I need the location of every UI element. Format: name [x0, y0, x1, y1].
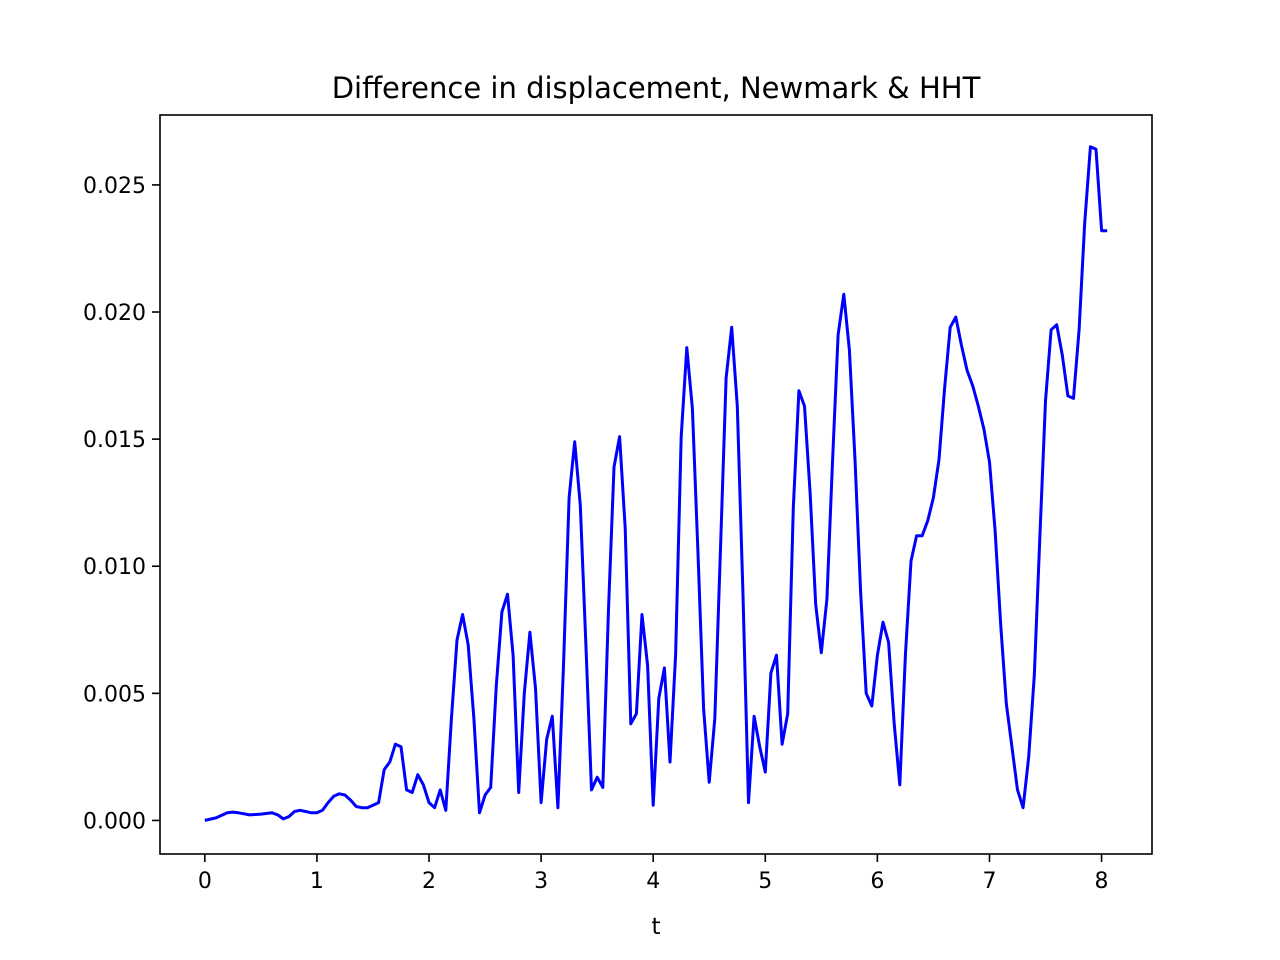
y-tick-label: 0.000: [83, 809, 146, 834]
x-tick-label: 8: [1095, 869, 1109, 894]
x-tick-label: 3: [534, 869, 548, 894]
plot-area-frame: [159, 114, 1153, 855]
y-tick-label: 0.005: [83, 682, 146, 707]
x-tick-label: 1: [310, 869, 324, 894]
x-tick-label: 0: [198, 869, 212, 894]
series-line: [204, 145, 1108, 822]
x-tick-label: 4: [646, 869, 660, 894]
x-tick-label: 6: [870, 869, 884, 894]
y-axis-ticks: 0.000 0.005 0.010 0.015 0.020 0.025: [83, 174, 160, 834]
x-tick-label: 7: [982, 869, 996, 894]
chart-title: Difference in displacement, Newmark & HH…: [332, 71, 981, 105]
series-group: [204, 145, 1108, 822]
x-axis-ticks: 0 1 2 3 4 5 6 7 8: [198, 854, 1109, 894]
y-tick-label: 0.025: [83, 174, 146, 199]
y-tick-label: 0.010: [83, 555, 146, 580]
x-tick-label: 2: [422, 869, 436, 894]
y-tick-label: 0.020: [83, 301, 146, 326]
y-tick-label: 0.015: [83, 428, 146, 453]
x-tick-label: 5: [758, 869, 772, 894]
x-axis-label: t: [651, 914, 660, 940]
